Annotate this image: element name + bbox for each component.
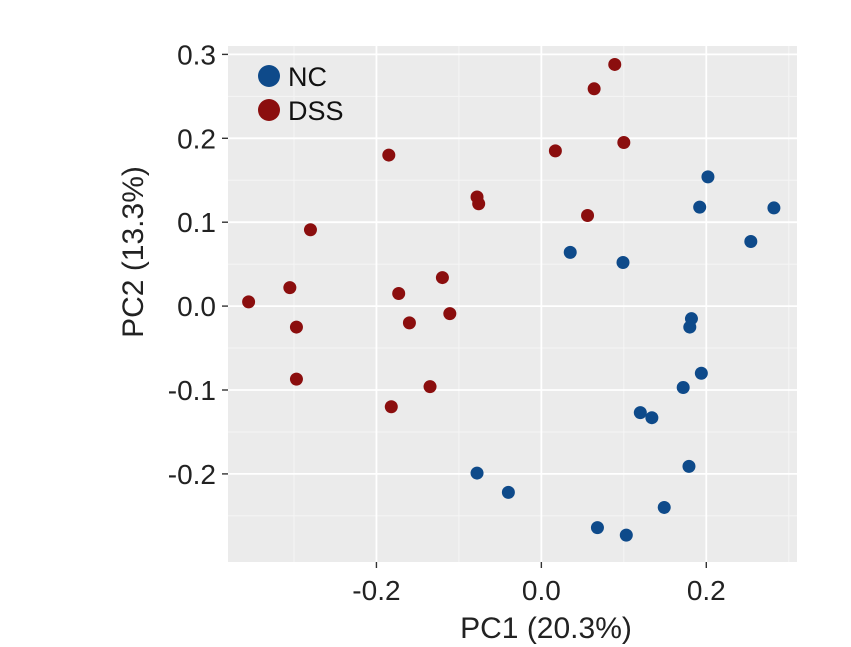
point-nc-5 xyxy=(616,255,630,269)
point-dss-16 xyxy=(289,372,303,386)
point-dss-2 xyxy=(617,135,631,149)
point-nc-14 xyxy=(501,485,515,499)
point-nc-11 xyxy=(645,411,659,425)
legend-label-nc: NC xyxy=(288,62,327,92)
y-tick-label-0-1: 0.1 xyxy=(177,207,216,238)
point-dss-1 xyxy=(587,82,601,96)
legend-label-dss: DSS xyxy=(288,96,344,126)
y-tick-label-0-2: 0.2 xyxy=(177,123,216,154)
point-nc-8 xyxy=(694,366,708,380)
point-nc-15 xyxy=(657,500,671,514)
point-nc-10 xyxy=(633,406,647,420)
point-nc-13 xyxy=(470,466,484,480)
point-nc-4 xyxy=(563,245,577,259)
point-dss-3 xyxy=(548,144,562,158)
legend-marker-dss xyxy=(258,99,280,121)
plot-panel xyxy=(228,46,797,562)
point-dss-9 xyxy=(435,271,449,285)
data-points xyxy=(242,57,781,542)
point-nc-9 xyxy=(676,380,690,394)
point-dss-6 xyxy=(472,197,486,211)
point-dss-11 xyxy=(392,287,406,301)
y-axis-tick-labels: 0.3 0.2 0.1 0.0 -0.1 -0.2 xyxy=(168,39,216,490)
point-nc-16 xyxy=(590,521,604,535)
point-dss-17 xyxy=(423,380,437,394)
legend: NC DSS xyxy=(258,62,344,126)
legend-marker-nc xyxy=(258,65,280,87)
x-tick-label-0-0: 0.0 xyxy=(522,575,561,606)
x-axis-title: PC1 (20.3%) xyxy=(460,612,632,645)
point-nc-12 xyxy=(682,459,696,473)
point-dss-13 xyxy=(443,307,457,321)
x-tick-label-0-2: -0.2 xyxy=(352,575,400,606)
point-dss-4 xyxy=(382,148,396,162)
series-nc xyxy=(470,170,781,542)
y-axis-title: PC2 (13.3%) xyxy=(117,166,150,338)
point-dss-14 xyxy=(402,316,416,330)
point-dss-12 xyxy=(242,295,256,309)
point-nc-0 xyxy=(701,170,715,184)
y-tick-label-0-0: 0.0 xyxy=(177,291,216,322)
point-dss-0 xyxy=(608,57,622,71)
point-dss-10 xyxy=(283,281,297,295)
y-tick-label-0-3: 0.3 xyxy=(177,39,216,70)
point-nc-2 xyxy=(767,201,781,215)
point-nc-7 xyxy=(683,320,697,334)
x-axis-tick-labels: -0.2 0.0 0.2 xyxy=(352,575,725,606)
point-nc-17 xyxy=(619,528,633,542)
y-tick-label-0-1: -0.1 xyxy=(168,375,216,406)
point-nc-1 xyxy=(693,200,707,214)
grid-lines xyxy=(228,46,797,562)
series-dss xyxy=(242,57,631,414)
tick-marks xyxy=(222,53,707,568)
point-dss-7 xyxy=(581,208,595,222)
point-dss-15 xyxy=(289,320,303,334)
x-tick-label-0-2: 0.2 xyxy=(687,575,726,606)
point-nc-3 xyxy=(744,234,758,248)
point-dss-8 xyxy=(303,223,317,237)
point-dss-18 xyxy=(384,400,398,414)
y-tick-label-0-2: -0.2 xyxy=(168,459,216,490)
